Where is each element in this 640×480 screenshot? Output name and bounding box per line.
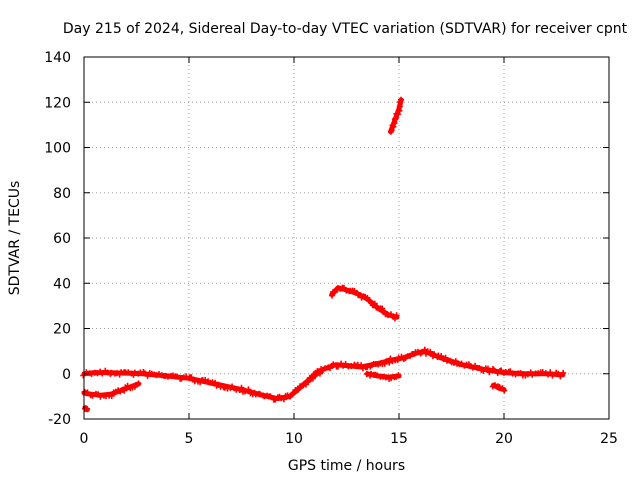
- y-tick-labels: -20 0 20 40 60 80 100 120 140: [44, 50, 71, 428]
- data-point: [330, 361, 337, 368]
- data-point: [183, 373, 190, 380]
- data-point: [280, 396, 287, 403]
- series-low-branch: [81, 380, 142, 400]
- data-point: [135, 380, 142, 387]
- data-point: [80, 372, 87, 379]
- data-point: [427, 348, 434, 355]
- series-late-segment: [489, 382, 508, 394]
- data-point: [108, 393, 115, 399]
- data-point: [501, 387, 508, 394]
- data-point: [368, 370, 375, 377]
- data-point: [257, 391, 263, 398]
- data-point: [379, 307, 386, 314]
- data-point: [509, 370, 516, 377]
- data-point: [245, 386, 252, 393]
- data-point: [492, 382, 498, 389]
- x-tick-label: 15: [390, 431, 408, 447]
- y-tick-label: 0: [62, 367, 71, 383]
- data-point: [165, 373, 171, 380]
- data-point: [335, 363, 341, 370]
- chart-title: Day 215 of 2024, Sidereal Day-to-day VTE…: [63, 21, 628, 37]
- data-point: [388, 375, 395, 382]
- data-point: [393, 312, 400, 319]
- data-point: [385, 312, 392, 319]
- y-tick-label: -20: [48, 412, 71, 428]
- data-point: [395, 372, 402, 379]
- data-point: [125, 369, 132, 376]
- data-point: [317, 370, 323, 377]
- series-high-arc: [388, 96, 404, 135]
- data-point: [359, 365, 366, 372]
- x-tick-label: 20: [495, 431, 513, 447]
- data-point: [394, 111, 401, 118]
- series-main-trend: [80, 346, 567, 403]
- data-point: [388, 127, 395, 134]
- data-point: [304, 379, 311, 385]
- data-point: [89, 392, 96, 399]
- data-point: [374, 372, 381, 379]
- data-point: [539, 369, 546, 376]
- ticks: [83, 56, 610, 420]
- data-point: [529, 371, 536, 378]
- data-point: [267, 393, 274, 400]
- data-point: [547, 369, 554, 376]
- data-point: [99, 370, 106, 377]
- x-tick-label: 0: [80, 431, 89, 447]
- data-point: [491, 367, 497, 374]
- data-point: [557, 373, 564, 380]
- data-point: [242, 388, 249, 395]
- data-point: [238, 384, 245, 391]
- series-start-outlier: [82, 405, 91, 413]
- y-tick-label: 20: [53, 322, 71, 338]
- y-tick-label: 80: [53, 186, 71, 202]
- data-point: [398, 96, 404, 103]
- x-tick-label: 5: [185, 431, 194, 447]
- data-point: [84, 405, 91, 412]
- data-point: [391, 315, 398, 322]
- x-tick-label: 10: [285, 431, 303, 447]
- series-mid-arc: [329, 284, 400, 322]
- data-point: [382, 374, 389, 381]
- data-point: [431, 351, 438, 358]
- x-tick-labels: 0 5 10 15 20 25: [80, 431, 618, 447]
- y-tick-label: 120: [44, 95, 71, 111]
- y-tick-label: 60: [53, 231, 71, 247]
- data-point: [309, 375, 316, 382]
- data-point: [97, 393, 104, 400]
- grid: [84, 57, 609, 419]
- y-axis-label: SDTVAR / TECUs: [7, 181, 23, 296]
- y-tick-label: 100: [44, 141, 71, 157]
- y-tick-label: 140: [44, 50, 71, 66]
- data-point: [212, 379, 219, 386]
- y-tick-label: 40: [53, 276, 71, 292]
- data-point: [131, 369, 138, 376]
- data-point: [108, 369, 115, 376]
- data-point: [386, 359, 393, 366]
- data-point: [549, 372, 556, 379]
- series-dip-arc: [363, 370, 402, 382]
- x-axis-label: GPS time / hours: [288, 458, 405, 474]
- data-point: [84, 389, 91, 396]
- data-point: [329, 292, 336, 299]
- series-layer: [80, 96, 567, 413]
- data-point: [395, 354, 402, 361]
- data-point: [486, 369, 493, 376]
- data-point: [560, 369, 567, 376]
- x-tick-label: 25: [600, 431, 618, 447]
- data-point: [121, 387, 128, 394]
- data-point: [295, 386, 302, 393]
- data-point: [390, 123, 397, 130]
- data-point: [371, 300, 378, 307]
